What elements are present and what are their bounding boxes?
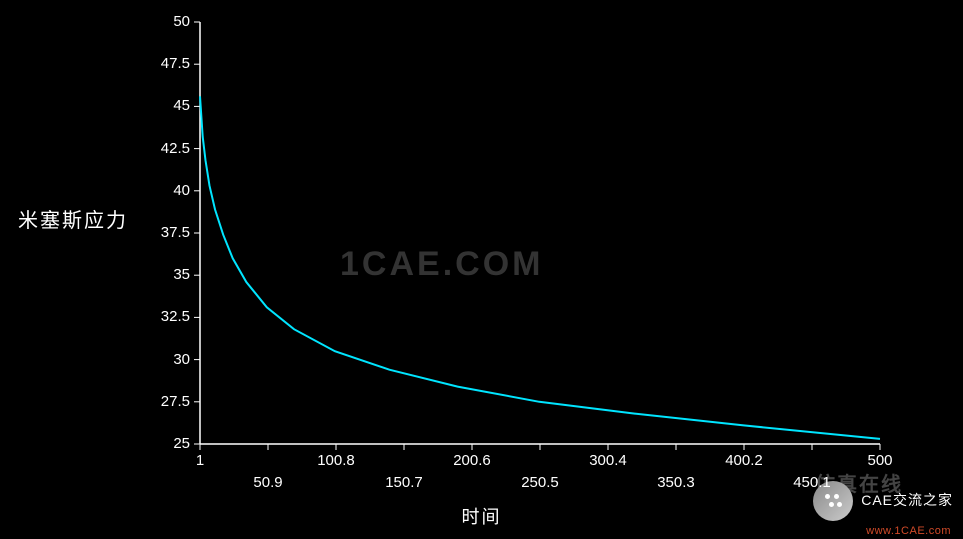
x-tick-label: 150.7: [374, 474, 434, 491]
x-tick-label: 1: [170, 452, 230, 469]
y-tick-label: 45: [140, 97, 190, 114]
x-tick-label: 450.1: [782, 474, 842, 491]
x-tick-label: 250.5: [510, 474, 570, 491]
x-tick-label: 200.6: [442, 452, 502, 469]
y-tick-label: 40: [140, 182, 190, 199]
footer-brand-text: CAE交流之家: [861, 493, 953, 508]
x-tick-label: 100.8: [306, 452, 366, 469]
y-axis-title: 米塞斯应力: [18, 204, 128, 233]
y-tick-label: 32.5: [140, 308, 190, 325]
series-mises-stress: [200, 96, 880, 439]
y-tick-label: 35: [140, 266, 190, 283]
x-tick-label: 350.3: [646, 474, 706, 491]
footer-url: www.1CAE.com: [866, 525, 951, 537]
x-tick-label: 50.9: [238, 474, 298, 491]
y-tick-label: 50: [140, 13, 190, 30]
y-tick-label: 37.5: [140, 224, 190, 241]
y-tick-label: 42.5: [140, 140, 190, 157]
x-tick-label: 300.4: [578, 452, 638, 469]
y-tick-label: 30: [140, 351, 190, 368]
y-tick-label: 27.5: [140, 393, 190, 410]
x-tick-label: 500: [850, 452, 910, 469]
x-tick-label: 400.2: [714, 452, 774, 469]
y-tick-label: 25: [140, 435, 190, 452]
y-tick-label: 47.5: [140, 55, 190, 72]
